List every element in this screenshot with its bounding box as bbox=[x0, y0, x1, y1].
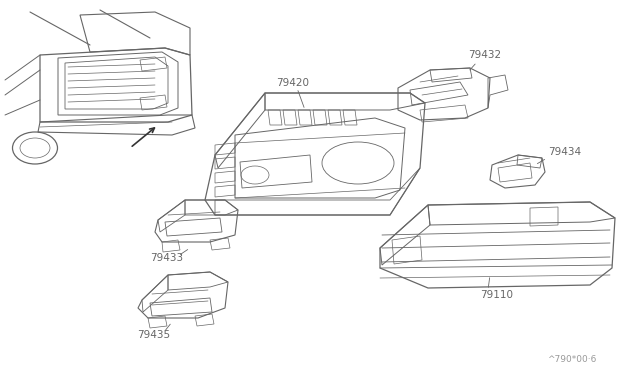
Text: 79420: 79420 bbox=[276, 78, 309, 88]
Text: 79434: 79434 bbox=[548, 147, 581, 157]
Text: 79433: 79433 bbox=[150, 253, 183, 263]
Text: 79432: 79432 bbox=[468, 50, 501, 60]
Text: 79435: 79435 bbox=[137, 330, 170, 340]
Text: ^790*00·6: ^790*00·6 bbox=[547, 356, 596, 365]
Text: 79110: 79110 bbox=[480, 290, 513, 300]
